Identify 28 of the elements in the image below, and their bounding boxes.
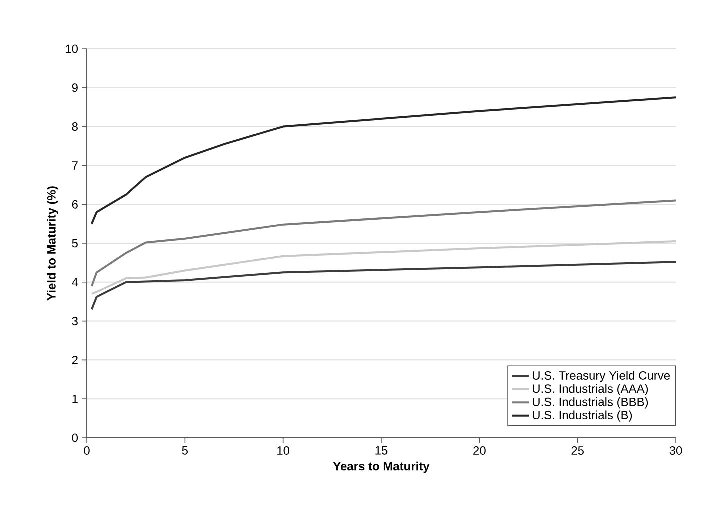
x-tick-label: 30 bbox=[670, 446, 682, 456]
legend-label: U.S. Treasury Yield Curve bbox=[533, 371, 670, 382]
y-tick-label: 6 bbox=[72, 200, 78, 209]
line-series bbox=[90, 96, 676, 226]
y-axis-title: Yield to Maturity (%) bbox=[47, 186, 58, 301]
y-tick-label: 10 bbox=[66, 44, 78, 54]
x-tick-label: 25 bbox=[572, 446, 584, 456]
y-tick-label: 5 bbox=[72, 239, 78, 248]
x-tick-label: 0 bbox=[84, 446, 90, 456]
x-tick-label: 20 bbox=[474, 446, 486, 456]
y-tick-label: 7 bbox=[72, 162, 78, 170]
x-tick-label: 5 bbox=[182, 446, 188, 455]
y-tick-label: 1 bbox=[72, 394, 78, 404]
legend-label: U.S. Industrials (BBB) bbox=[533, 398, 648, 409]
y-tick-label: 4 bbox=[72, 278, 78, 287]
legend-label: U.S. Industrials (AAA) bbox=[533, 384, 648, 396]
line-series bbox=[90, 240, 676, 296]
y-tick-label: 8 bbox=[72, 122, 78, 132]
y-tick-label: 3 bbox=[72, 317, 78, 326]
y-tick-label: 2 bbox=[72, 356, 78, 364]
line-series bbox=[90, 200, 676, 288]
line-series bbox=[90, 261, 676, 311]
x-tick-label: 15 bbox=[376, 446, 388, 455]
x-axis-title: Years to Maturity bbox=[333, 462, 430, 474]
y-tick-label: 9 bbox=[72, 84, 78, 92]
legend-label: U.S. Industrials (B) bbox=[533, 410, 632, 422]
x-tick-label: 10 bbox=[278, 446, 290, 456]
y-tick-label: 0 bbox=[72, 434, 78, 442]
